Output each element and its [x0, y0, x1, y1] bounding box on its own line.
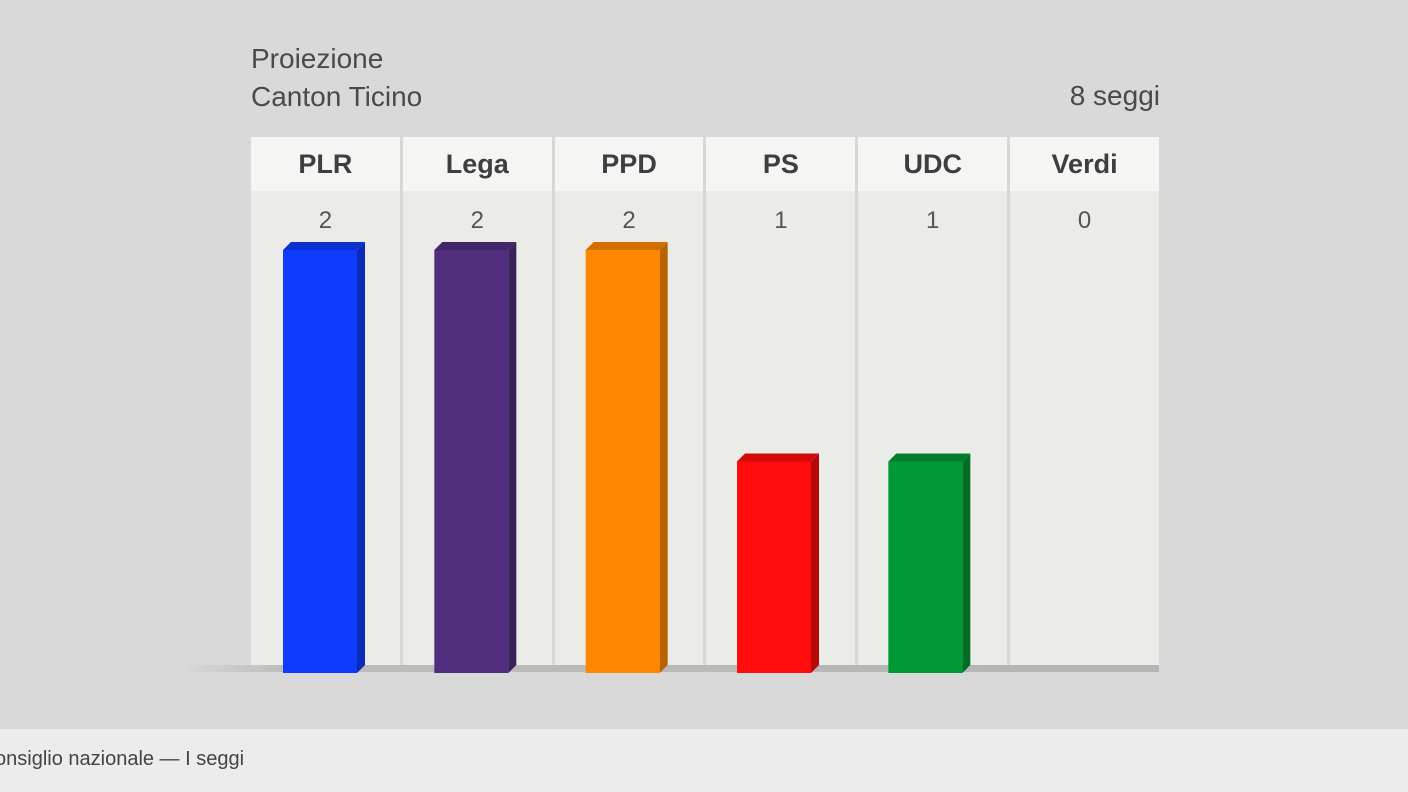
party-column: Verdi 0 [1010, 137, 1159, 667]
chart-floor [181, 665, 1159, 672]
chart-title: Proiezione [251, 43, 384, 74]
party-label: Lega [402, 137, 552, 191]
seat-value-label: 2 [470, 207, 484, 234]
party-label: PPD [554, 137, 704, 191]
seat-chart: PLR 2 Lega 2 PPD 2 PS 1 UDC 1 Verdi 0 [251, 137, 1159, 667]
party-label: Verdi [1010, 137, 1159, 191]
footer-bar [0, 729, 1408, 792]
party-column: UDC 1 [858, 137, 1011, 667]
party-column: PPD 2 [554, 137, 707, 667]
seat-value-label: 1 [926, 207, 940, 234]
party-column: PS 1 [706, 137, 859, 667]
seat-value-label: 2 [622, 207, 636, 234]
party-label: UDC [858, 137, 1008, 191]
party-column: PLR 2 [251, 137, 403, 667]
seat-value-label: 1 [774, 207, 788, 234]
chart-title-block: Proiezione Canton Ticino [251, 40, 422, 116]
party-column: Lega 2 [402, 137, 555, 667]
footer-caption: onsiglio nazionale — I seggi [0, 748, 245, 770]
total-seats-label: 8 seggi [1069, 80, 1160, 111]
party-label: PS [706, 137, 856, 191]
seat-value-label: 2 [318, 207, 333, 234]
chart-subtitle: Canton Ticino [251, 81, 423, 112]
seat-value-label: 0 [1077, 207, 1092, 234]
party-label: PLR [251, 137, 400, 191]
